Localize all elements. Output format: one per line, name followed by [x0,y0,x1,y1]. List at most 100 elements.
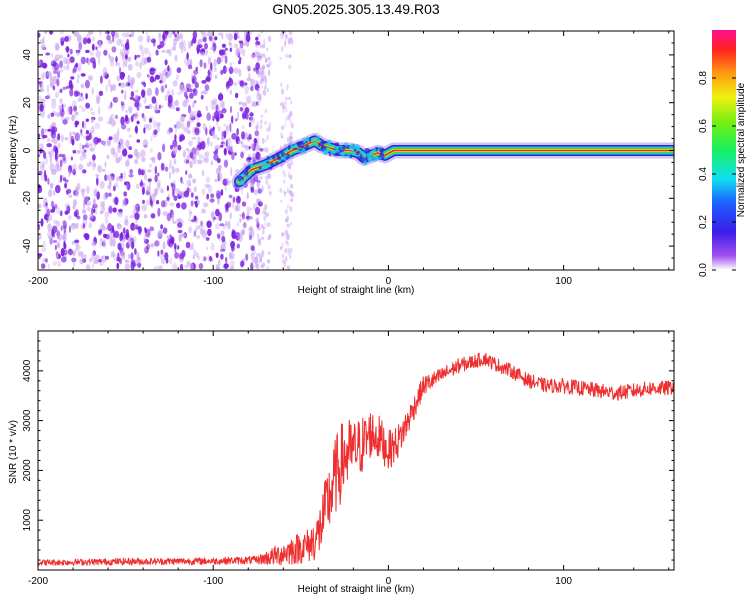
noise-blob [261,185,264,192]
noise-blob [66,64,70,71]
noise-blob [231,115,234,124]
noise-blob [290,190,293,197]
noise-blob [130,252,134,260]
noise-blob [120,144,125,150]
noise-blob [123,197,128,206]
signal-speckle [285,147,289,153]
noise-blob [265,147,269,153]
noise-blob [178,191,185,197]
noise-blob [248,227,254,232]
noise-blob [143,168,147,174]
noise-blob [283,190,287,195]
noise-blob [188,88,193,93]
noise-blob [62,220,67,230]
noise-blob [257,252,261,257]
noise-blob [229,212,232,220]
noise-blob [191,102,195,108]
signal-speckle [240,179,244,183]
noise-blob [186,179,192,187]
noise-blob [189,92,194,99]
noise-blob [153,129,158,135]
noise-blob [79,155,85,161]
noise-blob [95,94,101,101]
noise-blob [108,39,113,45]
signal-speckle [282,156,287,161]
noise-blob [193,215,197,222]
noise-blob [84,79,90,89]
noise-blob [218,259,221,266]
noise-blob [143,57,148,65]
noise-blob [241,230,245,236]
noise-blob [190,219,195,223]
noise-blob [127,154,133,159]
noise-blob [172,139,178,148]
noise-blob [256,102,260,107]
noise-blob [97,165,102,173]
noise-blob [213,66,217,72]
noise-blob [291,124,294,129]
noise-blob [158,104,161,110]
noise-blob [246,40,250,48]
noise-blob [138,168,142,176]
noise-blob [141,157,146,162]
noise-blob [196,147,200,155]
noise-blob [50,149,54,153]
noise-blob [46,85,50,94]
noise-blob [281,259,286,264]
noise-blob [74,111,79,115]
noise-blob [221,135,224,141]
noise-blob [214,148,219,155]
noise-blob [87,206,91,212]
noise-blob [225,257,228,264]
noise-blob [130,91,135,98]
noise-blob [154,105,159,115]
spectrogram-x-axis: -200 -100 0 100 [28,31,670,287]
noise-blob [228,66,234,75]
noise-blob [179,252,185,260]
noise-blob [184,57,188,66]
noise-blob [260,114,264,119]
x-tick-label: -200 [28,276,48,287]
noise-blob [165,74,169,79]
noise-blob [135,226,141,230]
noise-blob [231,230,237,240]
noise-blob [267,236,271,240]
noise-blob [234,92,239,99]
noise-blob [104,174,107,182]
noise-blob [265,179,269,186]
noise-blob [290,160,293,166]
noise-blob [201,230,208,239]
noise-blob [91,43,95,51]
noise-blob [267,56,271,61]
noise-blob [50,183,53,190]
noise-blob [99,210,104,215]
signal-speckle [297,142,302,148]
noise-blob [217,125,221,132]
noise-blob [134,159,139,165]
noise-blob [96,138,102,143]
noise-blob [242,111,247,119]
noise-blob [154,165,157,175]
noise-blob [280,82,283,88]
x-tick-label: 0 [386,276,392,287]
noise-blob [120,101,125,106]
signal-speckle [275,152,279,156]
noise-blob [59,159,63,167]
noise-blob [103,233,107,238]
signal-speckle [271,155,276,160]
noise-blob [207,31,213,37]
noise-blob [263,120,267,125]
noise-blob [254,50,258,58]
noise-blob [64,182,68,189]
signal-speckle [293,143,298,147]
noise-blob [268,251,271,256]
noise-blob [230,105,232,114]
signal-speckle [302,138,306,142]
noise-blob [81,108,86,112]
noise-blob [190,211,193,215]
noise-blob [249,112,254,117]
noise-blob [262,210,266,215]
noise-blob [44,258,48,263]
noise-blob [264,84,267,90]
